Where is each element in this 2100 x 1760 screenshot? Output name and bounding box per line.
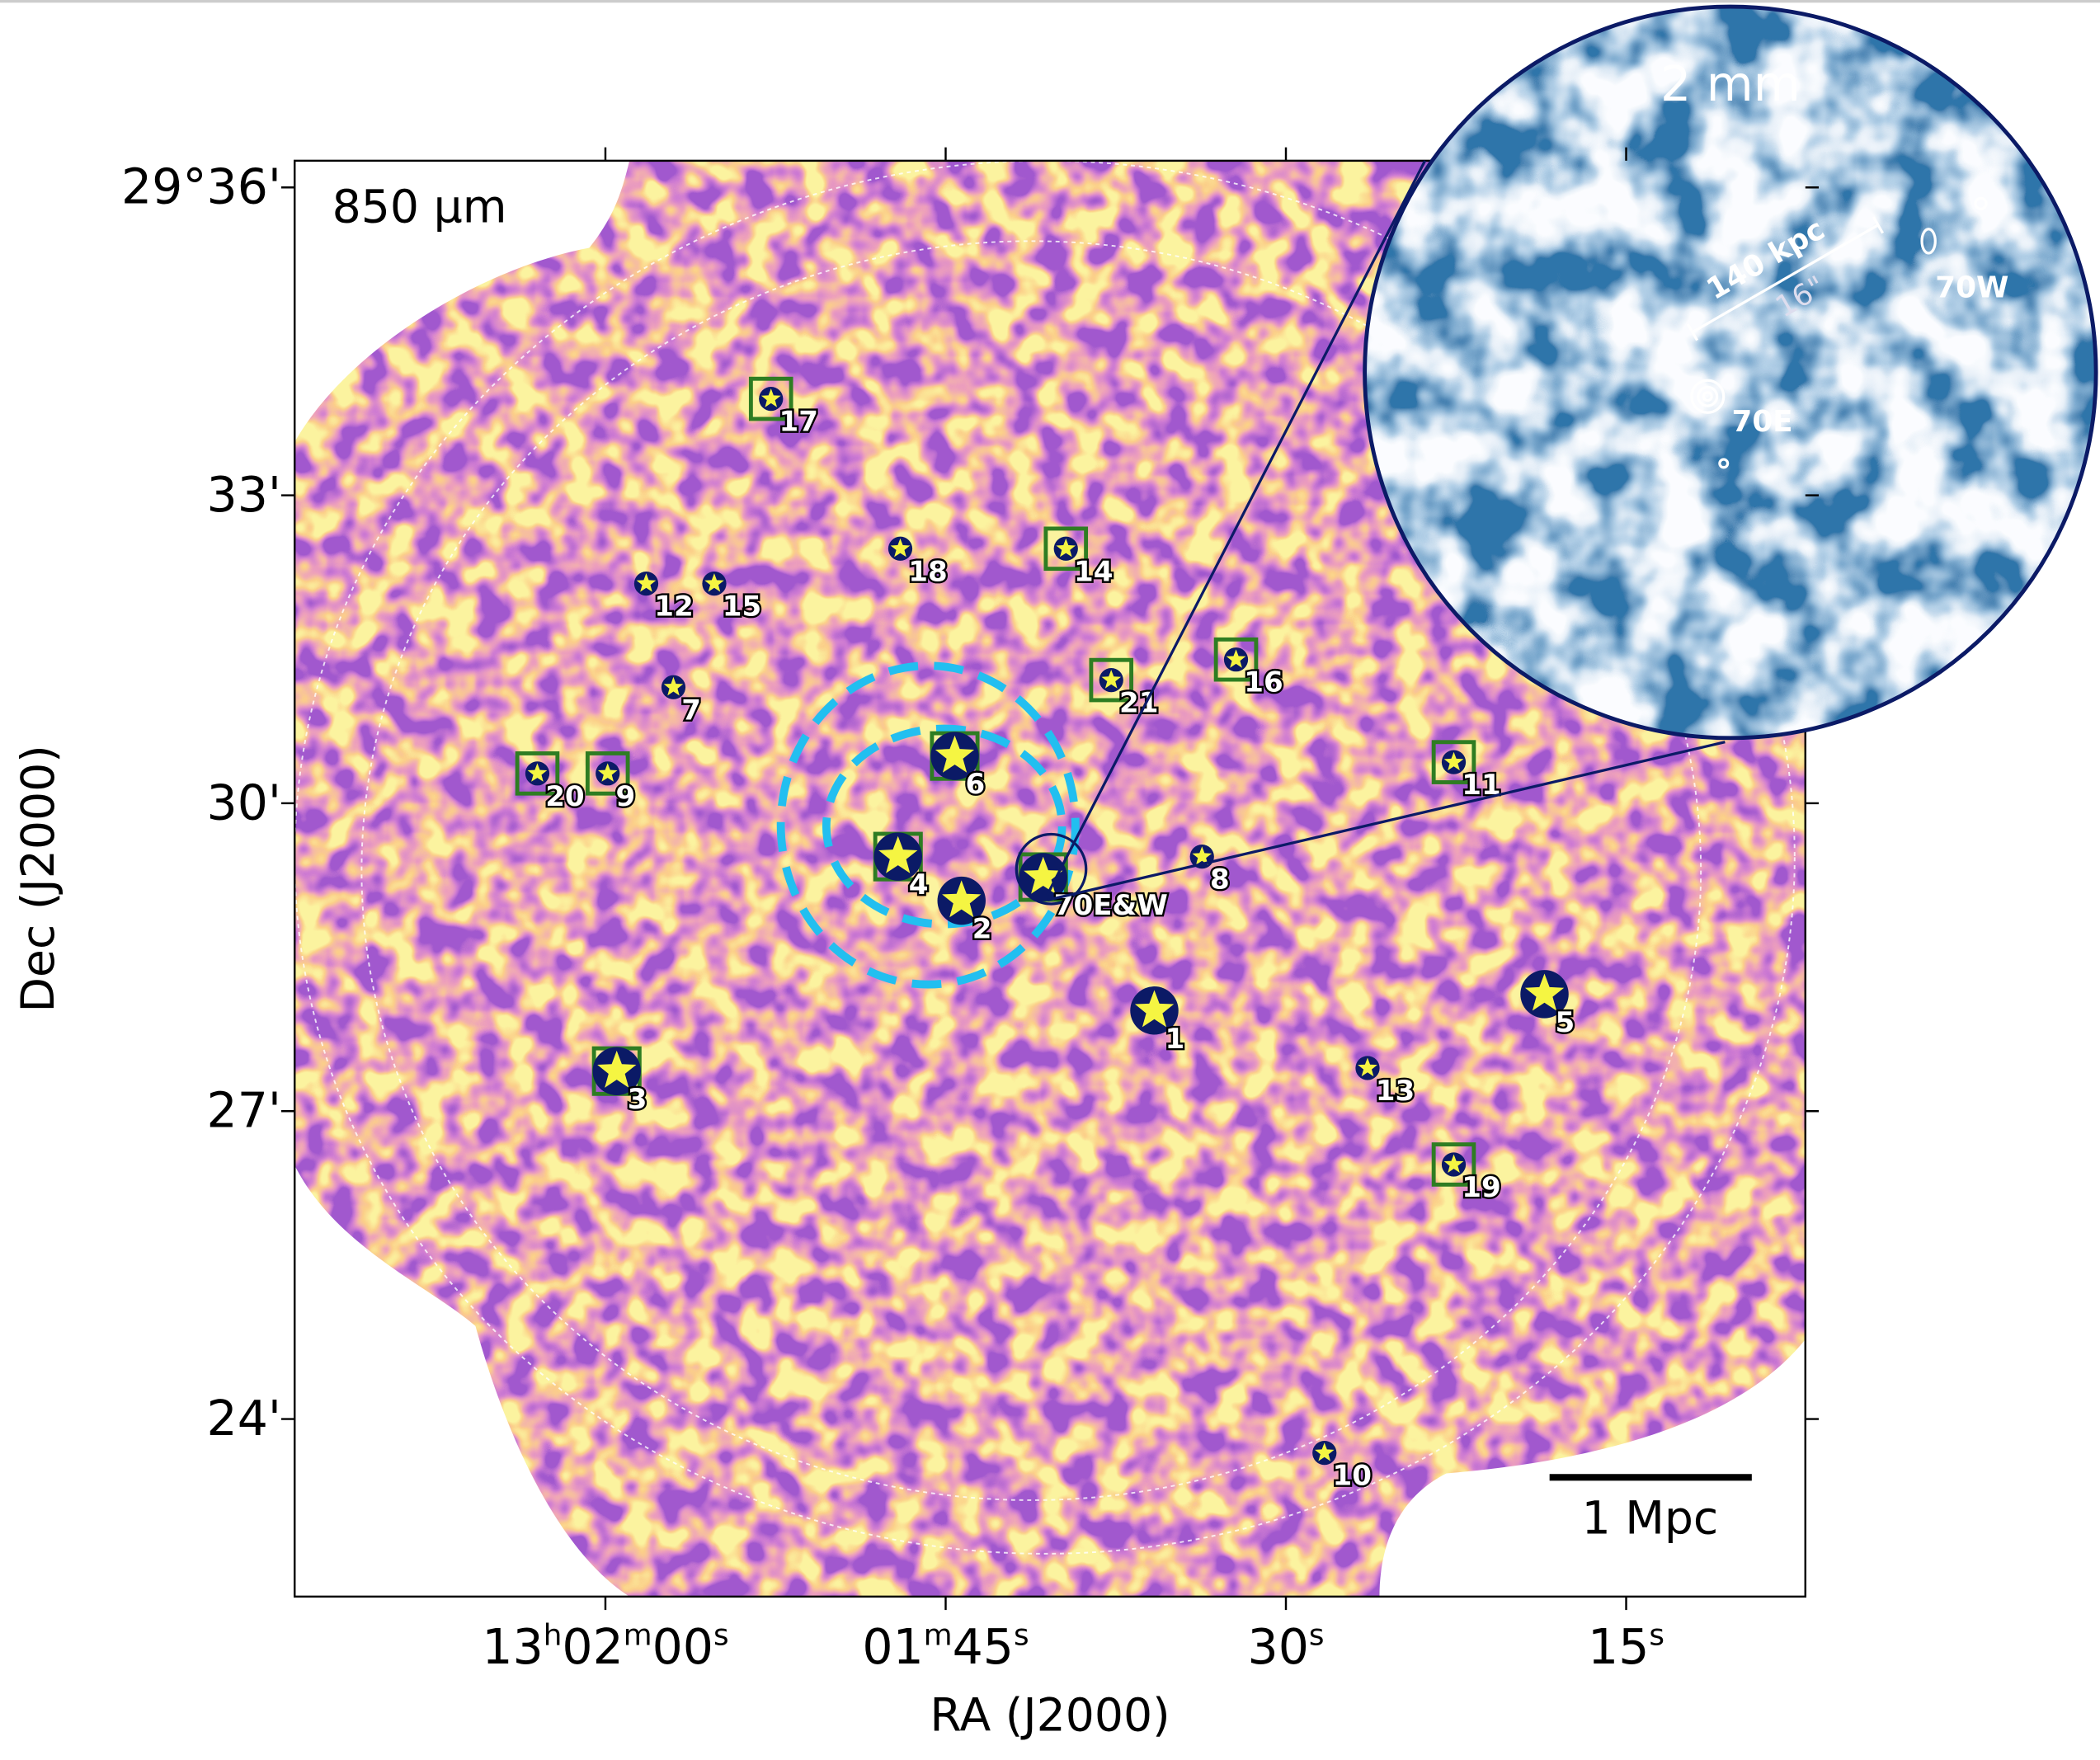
source-label: 13 [1376, 1075, 1415, 1108]
source-label: 15 [723, 591, 761, 624]
y-tick-label: 30' [207, 774, 281, 831]
source-box [1089, 657, 1134, 703]
source-marker [878, 835, 918, 873]
source-label: 7 [681, 694, 701, 727]
y-tick-label: 33' [207, 467, 281, 523]
source-marker [1192, 846, 1212, 865]
source-label: 12 [654, 591, 693, 624]
dashed-apertures [776, 661, 1080, 989]
inset-title: 2 mm [1660, 56, 1801, 112]
source-ring [1015, 832, 1088, 906]
plot-frame [294, 159, 1806, 1598]
source-label: 70E&W [1054, 889, 1168, 922]
source-box [1043, 526, 1089, 572]
y-tick-label: 27' [207, 1083, 281, 1139]
source-label: 14 [1074, 555, 1113, 588]
source-marker [1315, 1442, 1335, 1461]
x-tick-label: 15s [1588, 1618, 1664, 1675]
source-marker [636, 573, 657, 592]
source-label: 10 [1333, 1460, 1372, 1493]
source-marker [527, 763, 548, 782]
x-tick-label: 01m45s [862, 1618, 1029, 1675]
source-label: 18 [908, 555, 947, 588]
source-label: 17 [779, 406, 817, 439]
source-marker [942, 880, 982, 918]
source-marker [1443, 1154, 1464, 1174]
source-box [748, 376, 793, 421]
source-marker [890, 538, 911, 558]
x-tick-label: 30s [1248, 1618, 1325, 1675]
source-marker [1524, 973, 1565, 1011]
source-marker [704, 573, 724, 592]
source-marker [1134, 990, 1175, 1028]
source-box [515, 751, 560, 796]
source-label: 2 [972, 913, 992, 946]
source-box [1431, 740, 1476, 784]
source-label: 9 [615, 780, 635, 813]
source-marker [1024, 856, 1063, 894]
source-label: 16 [1244, 666, 1283, 699]
source-marker [1226, 649, 1246, 668]
y-tick-label: 29°36' [121, 159, 281, 215]
y-tick-label: 24' [207, 1391, 281, 1447]
source-marker [663, 676, 684, 696]
source-label: 19 [1462, 1171, 1500, 1204]
inset-label: 70W [1935, 271, 2008, 305]
scale-bar-label: 1 Mpc [1582, 1493, 1719, 1546]
x-tick-label: 13h02m00s [482, 1618, 728, 1675]
source-marker [1358, 1057, 1377, 1077]
source-marker [1056, 538, 1076, 558]
source-marker [597, 763, 618, 782]
band-label: 850 µm [332, 181, 507, 234]
source-box [585, 751, 630, 796]
source-marker [1101, 670, 1122, 689]
x-axis-label: RA (J2000) [930, 1689, 1170, 1742]
source-label: 6 [965, 768, 985, 801]
source-label: 1 [1165, 1023, 1184, 1056]
source-box [1431, 1142, 1476, 1187]
source-box [1213, 637, 1259, 682]
source-label: 3 [628, 1083, 647, 1116]
source-marker [760, 388, 781, 407]
inset: 2 mm 140 kpc 16" 70E 70W [1046, 4, 2098, 901]
y-axis-label: Dec (J2000) [12, 745, 65, 1012]
source-marker [1443, 751, 1464, 771]
source-marker [597, 1050, 637, 1088]
source-label: 4 [909, 868, 929, 901]
source-marker [935, 735, 975, 773]
source-label: 8 [1210, 864, 1230, 896]
inset-label: 70E [1731, 405, 1792, 439]
source-label: 20 [545, 780, 584, 813]
source-label: 5 [1556, 1006, 1575, 1039]
